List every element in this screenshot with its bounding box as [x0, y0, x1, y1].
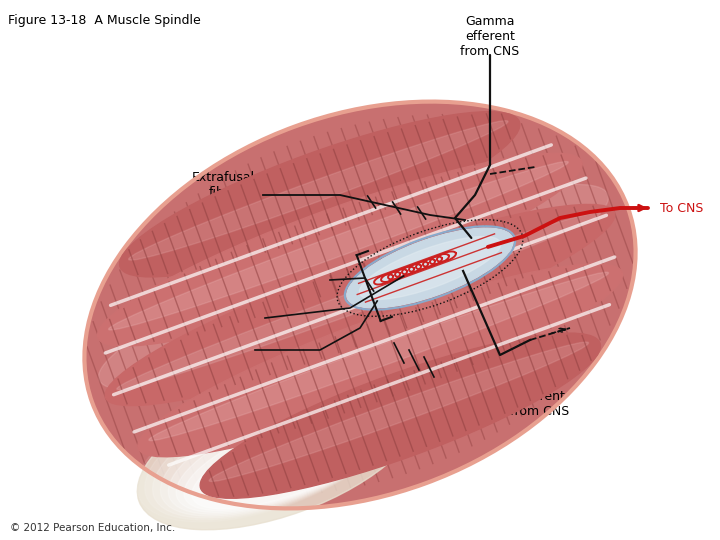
Text: Intrafusal
fiber: Intrafusal fiber [199, 298, 258, 326]
Ellipse shape [105, 205, 615, 406]
Ellipse shape [192, 415, 390, 509]
Ellipse shape [120, 112, 520, 277]
Ellipse shape [145, 380, 401, 520]
Ellipse shape [176, 403, 394, 512]
Ellipse shape [109, 158, 565, 327]
Text: To CNS: To CNS [660, 201, 703, 214]
Ellipse shape [109, 161, 568, 330]
Ellipse shape [155, 283, 611, 452]
Text: Muscle
spindle: Muscle spindle [203, 332, 248, 360]
Ellipse shape [84, 102, 636, 509]
Ellipse shape [200, 333, 600, 498]
Ellipse shape [132, 221, 588, 389]
Ellipse shape [184, 409, 392, 511]
Ellipse shape [137, 374, 403, 522]
Ellipse shape [347, 228, 513, 308]
Ellipse shape [359, 237, 500, 300]
Ellipse shape [138, 264, 623, 457]
Text: Gamma
efferent
from CNS: Gamma efferent from CNS [460, 15, 520, 58]
Ellipse shape [149, 272, 608, 441]
Ellipse shape [129, 120, 508, 260]
Ellipse shape [168, 398, 396, 514]
Ellipse shape [99, 184, 608, 390]
Text: Gamma
efferent
from CNS: Gamma efferent from CNS [510, 375, 570, 418]
Ellipse shape [117, 213, 600, 389]
Ellipse shape [210, 342, 588, 482]
Text: © 2012 Pearson Education, Inc.: © 2012 Pearson Education, Inc. [10, 523, 175, 533]
Text: Extrafusal
fiber: Extrafusal fiber [192, 171, 255, 199]
Text: Figure 13-18  A Muscle Spindle: Figure 13-18 A Muscle Spindle [8, 14, 201, 27]
Ellipse shape [138, 370, 423, 530]
Ellipse shape [161, 392, 397, 516]
Ellipse shape [97, 153, 582, 346]
Ellipse shape [153, 386, 400, 518]
Text: Sensory
region: Sensory region [271, 261, 322, 289]
